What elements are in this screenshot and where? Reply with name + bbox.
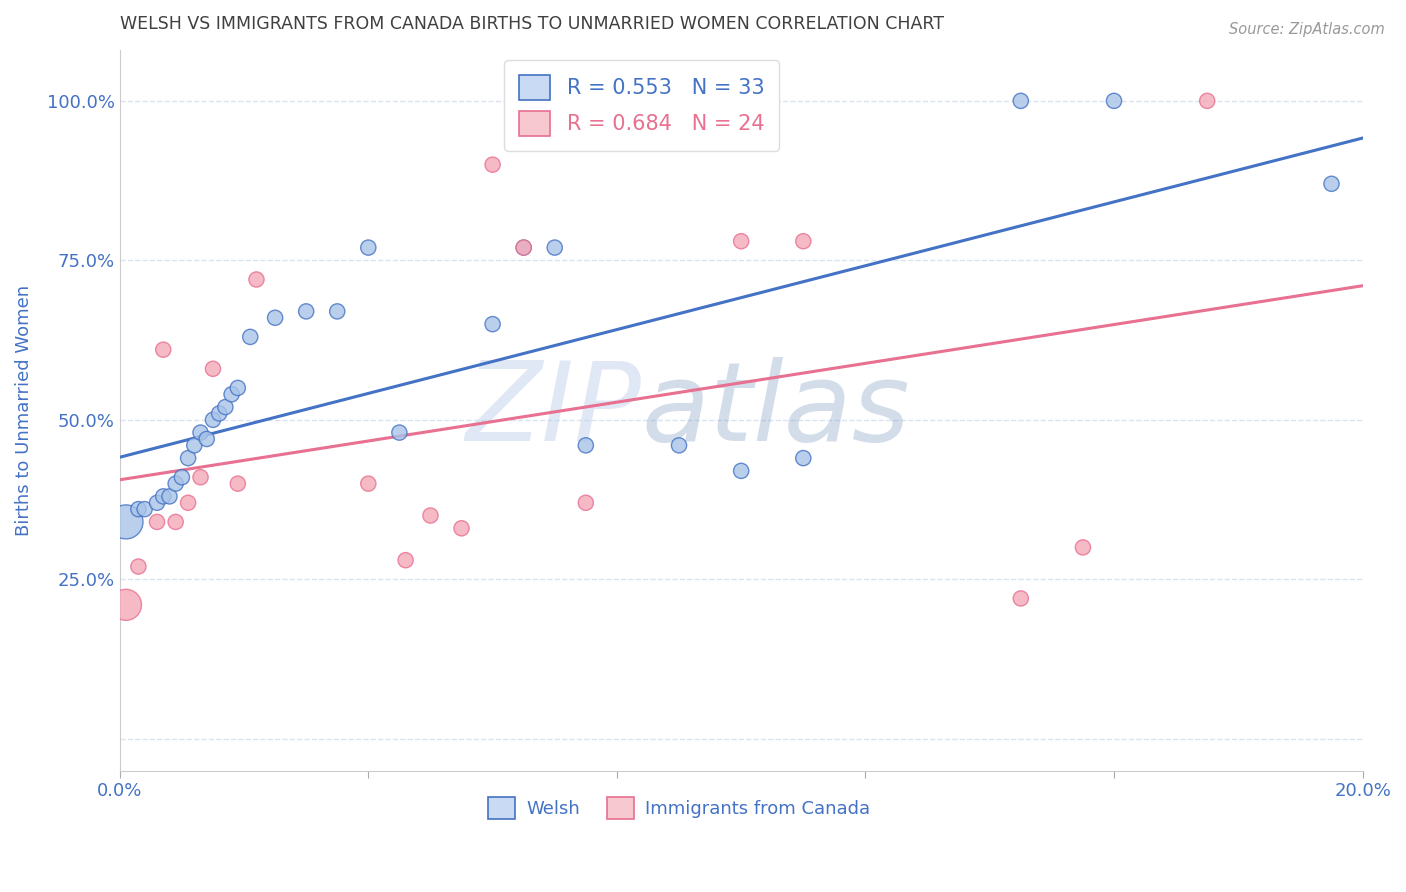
Point bbox=[221, 387, 243, 401]
Point bbox=[792, 234, 814, 248]
Point bbox=[575, 496, 598, 510]
Point bbox=[792, 451, 814, 466]
Text: atlas: atlas bbox=[641, 357, 910, 464]
Point bbox=[152, 343, 174, 357]
Legend: Welsh, Immigrants from Canada: Welsh, Immigrants from Canada bbox=[481, 790, 877, 827]
Point bbox=[575, 438, 598, 452]
Point bbox=[1102, 94, 1125, 108]
Point bbox=[245, 272, 267, 286]
Point bbox=[239, 330, 262, 344]
Point bbox=[1320, 177, 1343, 191]
Point bbox=[177, 451, 200, 466]
Point bbox=[1197, 94, 1219, 108]
Point bbox=[481, 317, 503, 331]
Point bbox=[170, 470, 193, 484]
Point bbox=[357, 241, 380, 255]
Point bbox=[1010, 591, 1032, 606]
Point bbox=[295, 304, 318, 318]
Point bbox=[226, 476, 249, 491]
Point bbox=[146, 496, 169, 510]
Point bbox=[146, 515, 169, 529]
Point bbox=[127, 502, 149, 516]
Text: ZIP: ZIP bbox=[465, 357, 641, 464]
Point bbox=[115, 515, 138, 529]
Point bbox=[264, 310, 287, 325]
Text: WELSH VS IMMIGRANTS FROM CANADA BIRTHS TO UNMARRIED WOMEN CORRELATION CHART: WELSH VS IMMIGRANTS FROM CANADA BIRTHS T… bbox=[120, 15, 943, 33]
Point bbox=[388, 425, 411, 440]
Point bbox=[226, 381, 249, 395]
Point bbox=[668, 438, 690, 452]
Point bbox=[512, 241, 534, 255]
Point bbox=[730, 464, 752, 478]
Point bbox=[419, 508, 441, 523]
Point bbox=[208, 407, 231, 421]
Point bbox=[190, 425, 212, 440]
Y-axis label: Births to Unmarried Women: Births to Unmarried Women bbox=[15, 285, 32, 536]
Point bbox=[152, 489, 174, 503]
Point bbox=[450, 521, 472, 535]
Point bbox=[730, 234, 752, 248]
Point bbox=[544, 241, 567, 255]
Point bbox=[394, 553, 416, 567]
Point bbox=[1071, 541, 1094, 555]
Point bbox=[165, 476, 187, 491]
Point bbox=[127, 559, 149, 574]
Point bbox=[326, 304, 349, 318]
Point bbox=[201, 361, 224, 376]
Point bbox=[481, 158, 503, 172]
Text: Source: ZipAtlas.com: Source: ZipAtlas.com bbox=[1229, 22, 1385, 37]
Point bbox=[134, 502, 156, 516]
Point bbox=[195, 432, 218, 446]
Point bbox=[183, 438, 205, 452]
Point bbox=[357, 476, 380, 491]
Point bbox=[201, 413, 224, 427]
Point bbox=[190, 470, 212, 484]
Point bbox=[1010, 94, 1032, 108]
Point bbox=[165, 515, 187, 529]
Point bbox=[512, 241, 534, 255]
Point bbox=[159, 489, 181, 503]
Point bbox=[177, 496, 200, 510]
Point bbox=[115, 598, 138, 612]
Point bbox=[214, 400, 236, 414]
